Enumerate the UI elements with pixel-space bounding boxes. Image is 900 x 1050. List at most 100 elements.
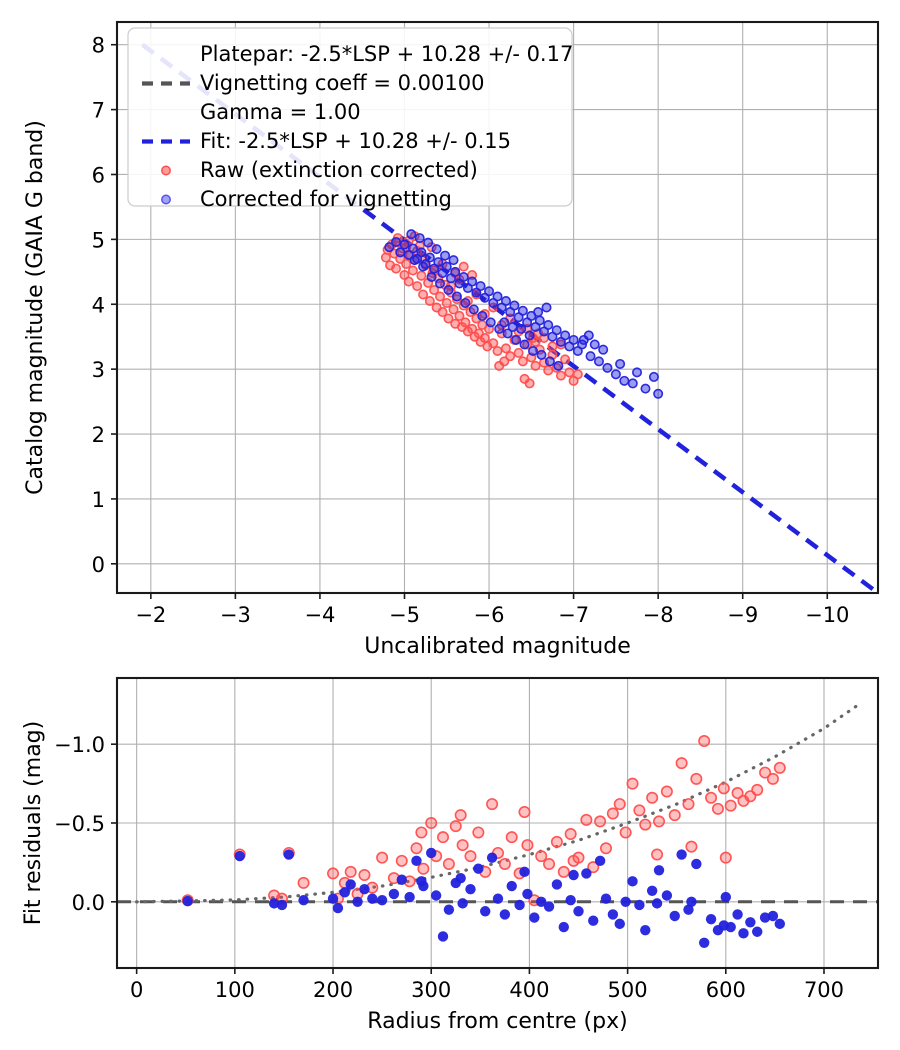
data-point — [442, 857, 455, 870]
ytick-label-7: 7 — [92, 99, 105, 123]
data-point — [685, 840, 698, 853]
data-point — [358, 869, 371, 882]
data-point — [276, 899, 288, 911]
ytick-label-0: 0 — [92, 553, 105, 577]
data-point — [492, 893, 504, 904]
data-point — [376, 851, 389, 864]
data-point — [653, 815, 666, 828]
gridlines — [117, 678, 878, 968]
data-point — [634, 899, 645, 911]
data-point — [572, 369, 583, 380]
axes-frame — [115, 20, 880, 595]
data-point — [509, 300, 520, 311]
legend-entry-3[interactable]: Corrected for vignetting — [161, 187, 452, 211]
data-point — [648, 371, 659, 382]
data-point — [473, 863, 484, 874]
data-point — [435, 291, 446, 302]
data-point — [327, 893, 339, 904]
xaxis-label-fit-residuals-plot: Radius from centre (px) — [367, 1009, 627, 1034]
data-point — [550, 835, 563, 848]
data-point — [640, 383, 651, 394]
data-point — [558, 921, 569, 933]
ytick-label-0: 0.0 — [72, 891, 105, 915]
data-point — [731, 787, 744, 800]
data-point — [486, 852, 498, 863]
data-point — [524, 378, 535, 389]
data-point — [535, 896, 547, 908]
legend-entry-0[interactable]: Platepar: -2.5*LSP + 10.28 +/- 0.17 Vigne… — [142, 42, 573, 124]
data-point — [484, 286, 495, 297]
data-point — [395, 854, 408, 867]
data-point — [492, 291, 503, 302]
data-point — [425, 816, 438, 829]
data-point — [568, 334, 579, 345]
data-point — [426, 847, 437, 859]
data-point — [583, 330, 594, 341]
data-point — [511, 334, 522, 345]
ytick-label-8: 8 — [92, 34, 105, 58]
data-point — [533, 307, 544, 318]
xtick-label-0: 0 — [130, 978, 143, 1002]
data-point — [530, 360, 541, 371]
data-point — [544, 356, 555, 367]
data-point — [430, 890, 442, 901]
ytick-label-1: −0.5 — [54, 812, 105, 836]
legend-dot-marker — [161, 165, 171, 176]
data-point — [409, 255, 420, 266]
data-point — [711, 802, 724, 815]
axes-panel-photometry-calibration-plot: −2 −3 −4 −5 −6 −7 −8 −9 −10 0 1 2 3 4 5 6 7 8 Uncalibrated… — [23, 20, 880, 659]
data-point — [431, 244, 442, 255]
data-point — [627, 876, 638, 887]
xtick-label-3: −5 — [389, 603, 420, 627]
data-point — [465, 883, 476, 895]
data-point — [767, 910, 779, 922]
data-point — [507, 321, 518, 332]
data-point — [407, 243, 418, 254]
data-point — [416, 270, 427, 281]
data-point — [505, 831, 518, 844]
data-point — [345, 879, 356, 890]
data-point — [359, 883, 370, 895]
data-point — [297, 876, 310, 889]
data-point — [573, 906, 584, 917]
data-point — [415, 826, 428, 839]
legend-label-1-0: Fit: -2.5*LSP + 10.28 +/- 0.15 — [200, 129, 511, 153]
data-point — [593, 356, 604, 367]
scatter-series-corrected-for-vignetting — [182, 847, 786, 948]
data-point — [502, 328, 513, 339]
ytick-label-2: 2 — [92, 423, 105, 447]
legend-entry-2[interactable]: Raw (extinction corrected) — [161, 158, 478, 182]
data-point — [581, 868, 592, 879]
data-point — [268, 898, 280, 909]
data-point — [404, 891, 415, 903]
data-point — [518, 805, 531, 818]
legend-label-0-1: Vignetting coeff = 0.00100 — [200, 71, 484, 95]
data-point — [594, 855, 606, 867]
xaxis-label-photometry-calibration-plot: Uncalibrated magnitude — [364, 634, 630, 659]
data-point — [418, 289, 429, 300]
data-point — [607, 909, 619, 920]
data-point — [580, 813, 593, 826]
data-point — [619, 375, 630, 386]
data-point — [615, 358, 626, 369]
data-point — [486, 798, 499, 811]
ytick-label-5: 5 — [92, 228, 105, 252]
legend-entry-1[interactable]: Fit: -2.5*LSP + 10.28 +/- 0.15 — [142, 129, 511, 153]
data-point — [457, 898, 468, 909]
xtick-label-5: 500 — [608, 978, 648, 1002]
data-point — [598, 344, 609, 355]
data-point — [639, 818, 652, 831]
data-point — [535, 850, 548, 863]
data-point — [686, 896, 697, 908]
data-point — [399, 239, 410, 250]
xtick-label-1: 100 — [215, 978, 255, 1002]
data-point — [443, 904, 455, 915]
data-point — [517, 305, 528, 316]
data-point — [475, 281, 486, 292]
data-point — [626, 777, 639, 790]
data-point — [460, 297, 471, 308]
data-point — [724, 799, 737, 812]
data-point — [619, 826, 632, 839]
data-point — [632, 367, 643, 378]
data-point — [521, 839, 534, 852]
